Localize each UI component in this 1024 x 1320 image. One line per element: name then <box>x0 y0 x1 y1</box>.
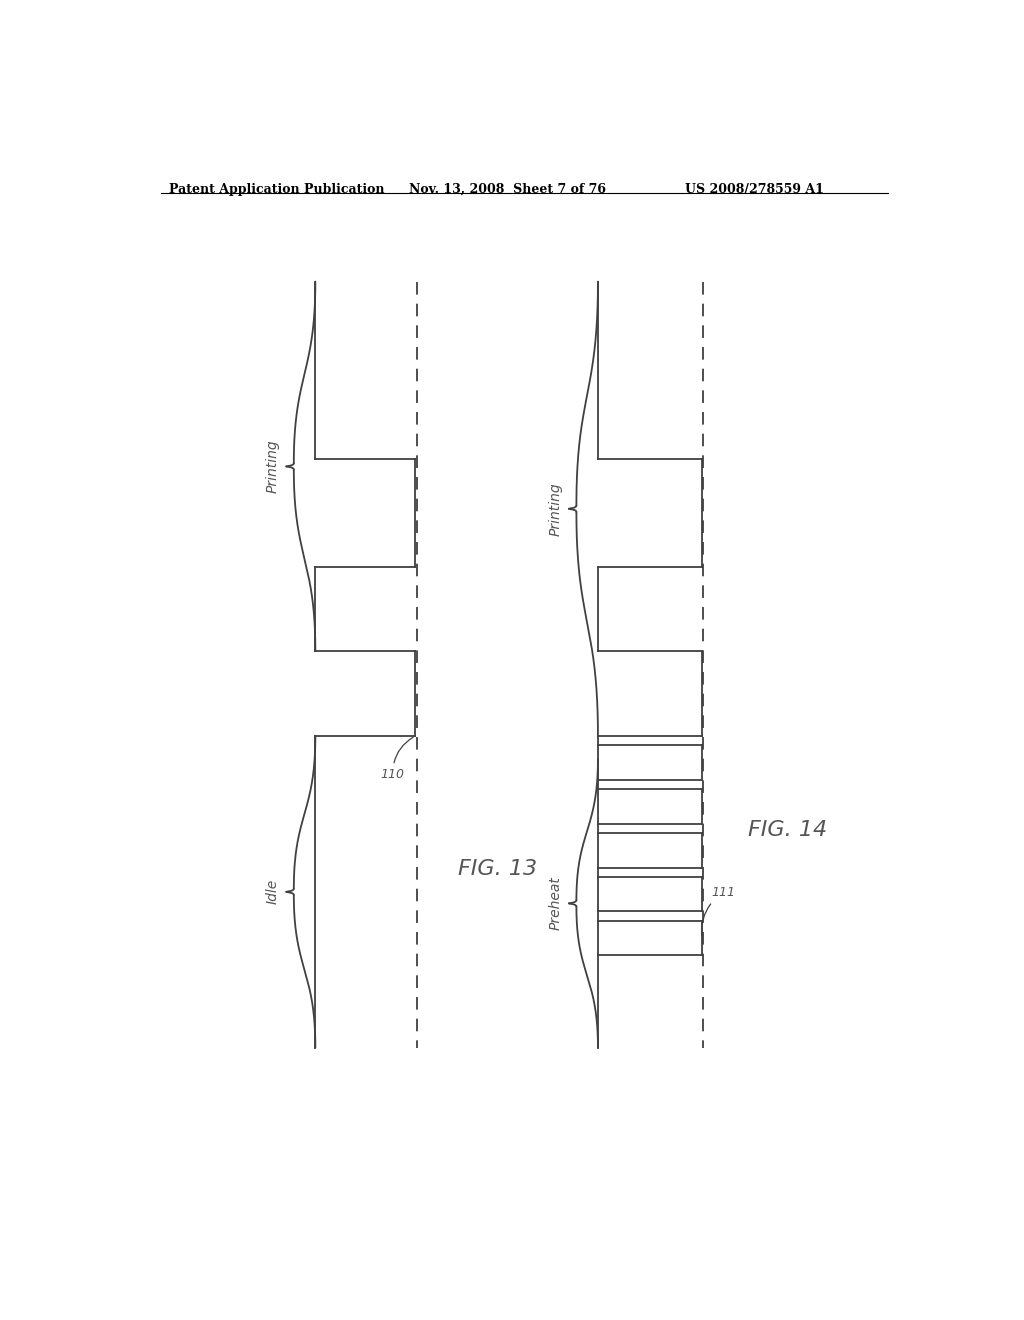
Text: Patent Application Publication: Patent Application Publication <box>169 183 385 197</box>
Text: Preheat: Preheat <box>549 876 562 931</box>
Text: 110: 110 <box>381 738 413 781</box>
Text: FIG. 13: FIG. 13 <box>458 859 537 879</box>
Text: Printing: Printing <box>549 482 562 536</box>
Text: Printing: Printing <box>266 440 280 494</box>
Text: Idle: Idle <box>266 879 280 904</box>
Text: US 2008/278559 A1: US 2008/278559 A1 <box>685 183 824 197</box>
Text: 111: 111 <box>701 886 735 936</box>
Text: Nov. 13, 2008  Sheet 7 of 76: Nov. 13, 2008 Sheet 7 of 76 <box>410 183 606 197</box>
Text: FIG. 14: FIG. 14 <box>749 820 827 841</box>
